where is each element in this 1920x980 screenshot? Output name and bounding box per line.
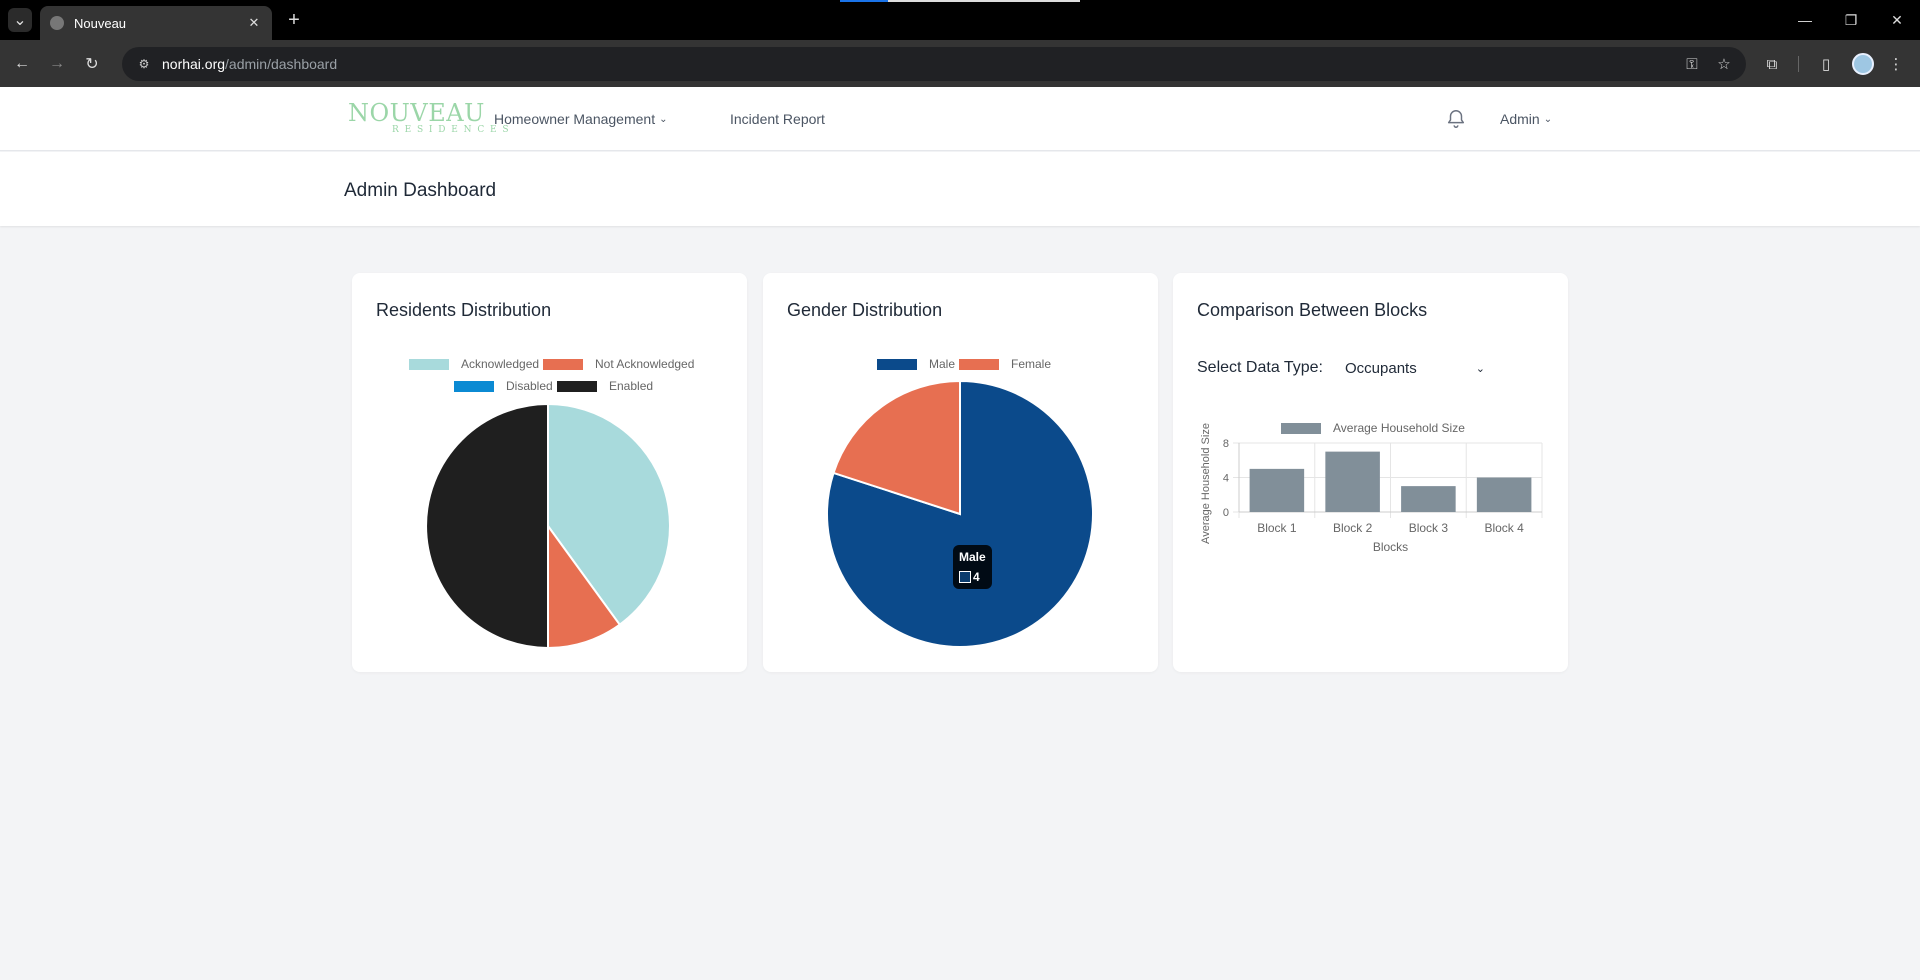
globe-icon [50, 16, 64, 30]
blocks-bar-chart[interactable]: 0 4 8 Block 1 Block 2 Block 3 Block 4 Blocks Ave… [1173, 273, 1568, 672]
brand-logo[interactable]: NOUVEAU RESIDENCES [348, 99, 515, 137]
bar-block-2[interactable] [1325, 451, 1380, 512]
tooltip-title: Male [959, 550, 986, 564]
page-load-progress [840, 0, 888, 2]
chart-tooltip: Male 4 [953, 545, 992, 589]
password-key-icon[interactable]: ⚿ [1686, 55, 1698, 73]
pie-slice-acknowledged[interactable] [547, 402, 671, 627]
card-title: Residents Distribution [376, 300, 552, 320]
page-title: Admin Dashboard [344, 180, 497, 201]
bar-block-4[interactable] [1476, 477, 1532, 513]
legend-item-acknowledged[interactable]: Acknowledged [409, 357, 539, 371]
select-data-type-label: Select Data Type: [1197, 359, 1323, 376]
data-type-select-value: Occupants [1345, 359, 1417, 377]
plus-icon[interactable]: + [288, 8, 300, 31]
logo-main-text: NOUVEAU [348, 99, 485, 127]
legend-swatch [543, 358, 583, 370]
nav-homeowner-management[interactable]: Homeowner Management ⌄ [494, 87, 667, 151]
x-tick-label: Block 3 [1409, 521, 1449, 535]
browser-tab-strip: ⌄ Nouveau ✕ + — ❐ ✕ [0, 0, 1920, 40]
app-header: NOUVEAU RESIDENCES Homeowner Management … [0, 87, 1920, 151]
pie-slice-female[interactable] [832, 379, 961, 516]
legend-item-average-household-size[interactable]: Average Household Size [1281, 421, 1465, 435]
card-title: Gender Distribution [787, 300, 943, 320]
legend-item-enabled[interactable]: Enabled [557, 379, 653, 393]
y-tick-label: 4 [1223, 473, 1229, 485]
tab-search-icon[interactable]: ⌄ [8, 8, 32, 32]
toolbar-divider [1798, 56, 1799, 72]
star-icon[interactable]: ☆ [1717, 56, 1731, 73]
url-host: norhai.org [162, 56, 226, 72]
more-menu-icon[interactable]: ⋮ [1888, 56, 1904, 73]
reload-icon[interactable]: ↻ [85, 56, 99, 73]
tooltip-value: 4 [973, 570, 980, 584]
bell-icon[interactable] [1445, 108, 1467, 130]
nav-incident-report-label: Incident Report [730, 111, 825, 127]
legend-label: Female [1011, 357, 1052, 371]
legend-label: Acknowledged [461, 357, 540, 371]
minimize-icon[interactable]: — [1798, 12, 1812, 28]
x-tick-label: Block 4 [1484, 521, 1524, 535]
forward-icon[interactable]: → [49, 55, 65, 72]
back-icon[interactable]: ← [14, 55, 30, 72]
residents-pie-chart[interactable] [352, 273, 747, 672]
legend-swatch [409, 358, 449, 370]
bar-block-3[interactable] [1401, 486, 1456, 512]
legend-item-male[interactable]: Male [877, 357, 955, 371]
legend-item-female[interactable]: Female [959, 357, 1051, 371]
side-panel-icon[interactable]: ▯ [1821, 56, 1831, 73]
tooltip-color-box [959, 571, 971, 583]
x-tick-label: Block 1 [1257, 521, 1297, 535]
nav-homeowner-management-label: Homeowner Management [494, 111, 656, 127]
pie-slice-not-acknowledged[interactable] [547, 522, 622, 650]
legend-item-not-acknowledged[interactable]: Not Acknowledged [543, 357, 694, 371]
address-bar[interactable]: ⚙ norhai.org/admin/dashboard ⚿ ☆ [122, 47, 1746, 81]
extensions-icon[interactable]: ⧉ [1766, 55, 1778, 73]
comparison-between-blocks-card: Comparison Between Blocks Select Data Ty… [1173, 273, 1568, 672]
legend-item-disabled[interactable]: Disabled [454, 379, 553, 393]
user-menu-label: Admin [1500, 111, 1540, 127]
nav-incident-report[interactable]: Incident Report [730, 87, 825, 151]
tab-title: Nouveau [74, 15, 127, 31]
legend-label: Enabled [609, 379, 654, 393]
profile-avatar[interactable] [1852, 53, 1874, 75]
legend-label: Male [929, 357, 956, 371]
legend-swatch [959, 358, 999, 370]
chevron-down-icon: ⌄ [1543, 113, 1553, 125]
page-load-track [840, 0, 1080, 2]
y-tick-label: 0 [1223, 507, 1229, 519]
logo-sub-text: RESIDENCES [392, 125, 515, 135]
gender-distribution-card: Gender Distribution Male Female Male 4 [763, 273, 1158, 672]
legend-label: Disabled [506, 379, 553, 393]
legend-label: Average Household Size [1333, 421, 1465, 435]
y-tick-label: 8 [1223, 438, 1229, 450]
residents-distribution-card: Residents Distribution Acknowledged Not … [352, 273, 747, 672]
legend-label: Not Acknowledged [595, 357, 695, 371]
card-title: Comparison Between Blocks [1197, 300, 1428, 320]
chevron-down-icon: ⌄ [1475, 362, 1485, 375]
url-path: /admin/dashboard [225, 56, 338, 72]
close-window-icon[interactable]: ✕ [1891, 11, 1903, 28]
legend-swatch [877, 358, 917, 370]
legend-swatch [454, 380, 494, 392]
site-info-icon[interactable]: ⚙ [138, 57, 150, 71]
x-axis-title: Blocks [1373, 540, 1408, 554]
chevron-down-icon: ⌄ [659, 113, 668, 125]
x-tick-label: Block 2 [1333, 521, 1373, 535]
browser-tab[interactable]: Nouveau ✕ [40, 6, 272, 40]
data-type-select[interactable]: Occupants ⌄ [1345, 353, 1485, 383]
legend-swatch [557, 380, 597, 392]
user-menu[interactable]: Admin ⌄ [1500, 87, 1552, 151]
bar-block-1[interactable] [1249, 468, 1305, 512]
browser-toolbar: ← → ↻ ⚙ norhai.org/admin/dashboard ⚿ ☆ ⧉… [0, 40, 1920, 87]
pie-slice-enabled[interactable] [425, 402, 549, 650]
close-icon[interactable]: ✕ [248, 15, 260, 30]
gender-pie-chart[interactable] [763, 273, 1158, 672]
page-title-bar: Admin Dashboard [0, 152, 1920, 226]
legend-swatch [1281, 422, 1321, 434]
restore-icon[interactable]: ❐ [1844, 11, 1858, 28]
y-axis-title: Average Household Size [1200, 423, 1212, 544]
